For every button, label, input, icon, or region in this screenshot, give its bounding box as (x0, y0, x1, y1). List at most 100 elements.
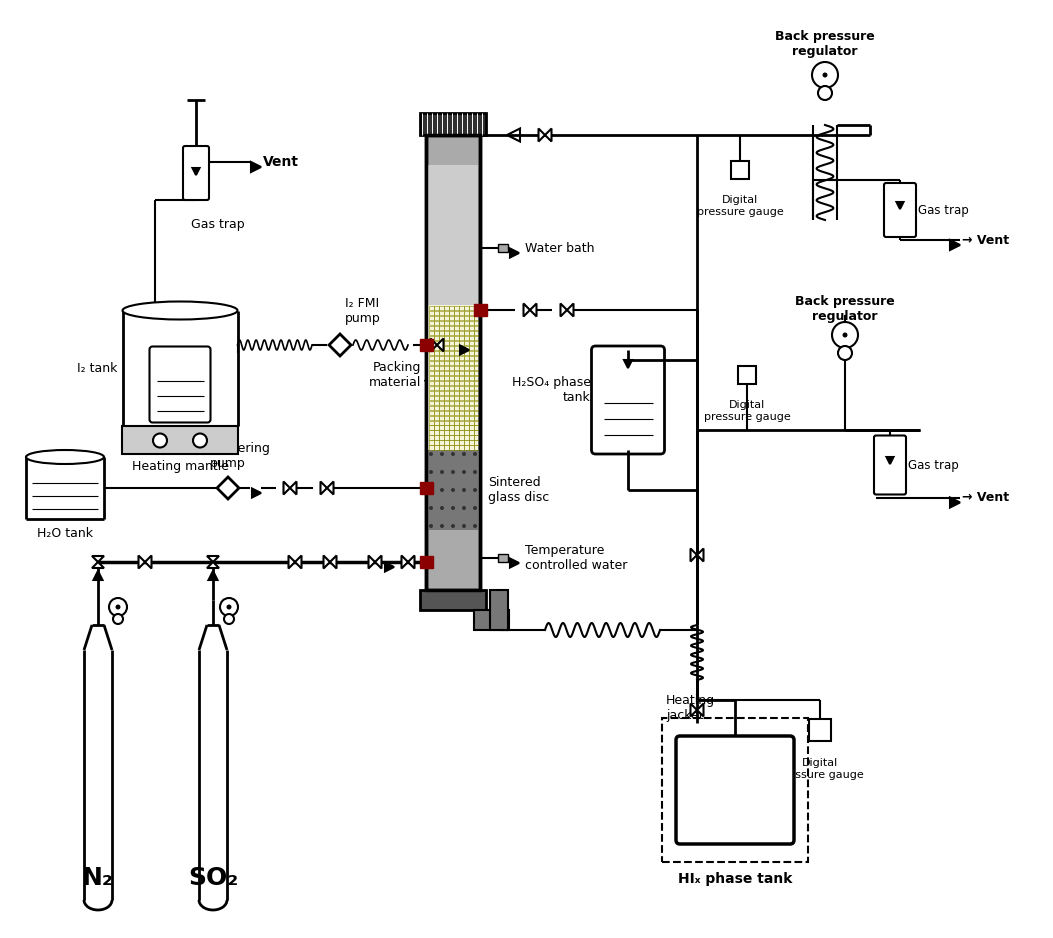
Bar (434, 435, 438, 440)
Bar (429, 386, 434, 390)
Bar (464, 420, 469, 425)
Circle shape (473, 506, 477, 510)
Bar (439, 360, 443, 365)
Bar (429, 315, 434, 320)
Bar (429, 321, 434, 325)
Polygon shape (145, 555, 152, 568)
Bar (459, 426, 463, 430)
Polygon shape (691, 549, 697, 562)
Bar (464, 321, 469, 325)
Bar (454, 446, 458, 450)
Bar (439, 366, 443, 370)
Text: → Vent: → Vent (962, 491, 1009, 504)
Circle shape (440, 506, 444, 510)
Bar (469, 420, 474, 425)
Circle shape (429, 506, 433, 510)
Bar (444, 356, 449, 360)
Bar (444, 446, 449, 450)
Bar (498, 554, 508, 562)
Bar (474, 405, 478, 410)
Circle shape (473, 470, 477, 474)
Bar (434, 306, 438, 310)
Bar (459, 366, 463, 370)
Bar (439, 446, 443, 450)
Polygon shape (289, 555, 295, 568)
Bar (454, 360, 458, 365)
Circle shape (838, 346, 852, 360)
Polygon shape (950, 497, 960, 507)
Text: Heating mantle: Heating mantle (132, 460, 229, 473)
Polygon shape (375, 555, 381, 568)
Bar (449, 321, 454, 325)
Bar (439, 401, 443, 405)
Bar (444, 396, 449, 400)
Bar (429, 336, 434, 340)
Bar (474, 411, 478, 415)
Bar (454, 426, 458, 430)
Polygon shape (510, 558, 519, 567)
Bar (464, 446, 469, 450)
Text: Back pressure
regulator: Back pressure regulator (795, 295, 895, 323)
Polygon shape (896, 202, 903, 209)
Bar (474, 330, 478, 335)
Bar (434, 401, 438, 405)
Bar (439, 325, 443, 330)
Bar (426, 135, 480, 590)
Bar (469, 441, 474, 445)
Circle shape (451, 524, 455, 528)
Bar (444, 366, 449, 370)
Bar (429, 360, 434, 365)
Bar (469, 435, 474, 440)
Bar (429, 330, 434, 335)
Polygon shape (530, 304, 536, 316)
Bar (429, 396, 434, 400)
Bar (454, 366, 458, 370)
Bar (419, 556, 433, 568)
Text: Digital
pressure gauge: Digital pressure gauge (777, 758, 863, 779)
Text: Water bath: Water bath (525, 241, 595, 254)
Bar (459, 315, 463, 320)
Bar (454, 441, 458, 445)
Polygon shape (567, 304, 574, 316)
Circle shape (224, 614, 234, 624)
Bar (444, 405, 449, 410)
Bar (469, 330, 474, 335)
Bar (459, 435, 463, 440)
Bar (469, 396, 474, 400)
Bar (464, 336, 469, 340)
Bar (420, 590, 486, 610)
Bar (439, 375, 443, 380)
Bar (738, 366, 756, 384)
Bar (474, 420, 478, 425)
Text: Vent: Vent (263, 155, 299, 169)
Bar (429, 310, 434, 315)
Bar (459, 441, 463, 445)
Polygon shape (545, 129, 552, 142)
Text: → Vent: → Vent (962, 234, 1009, 247)
Bar (454, 325, 458, 330)
Polygon shape (283, 481, 290, 494)
Bar (434, 321, 438, 325)
Bar (449, 306, 454, 310)
Circle shape (440, 488, 444, 492)
FancyBboxPatch shape (676, 736, 794, 844)
Bar (474, 386, 478, 390)
Bar (439, 431, 443, 435)
Bar (439, 386, 443, 390)
Text: H₂O Metering
pump: H₂O Metering pump (186, 442, 270, 470)
Bar (429, 351, 434, 355)
Bar (429, 345, 434, 350)
Polygon shape (697, 549, 703, 562)
Bar (464, 356, 469, 360)
Bar (444, 375, 449, 380)
Bar (449, 315, 454, 320)
Bar (429, 390, 434, 395)
Bar (449, 431, 454, 435)
Bar (454, 330, 458, 335)
Text: Gas trap: Gas trap (191, 218, 244, 231)
Bar (464, 315, 469, 320)
Bar (449, 446, 454, 450)
Bar (428, 165, 478, 305)
Bar (444, 306, 449, 310)
Bar (464, 401, 469, 405)
